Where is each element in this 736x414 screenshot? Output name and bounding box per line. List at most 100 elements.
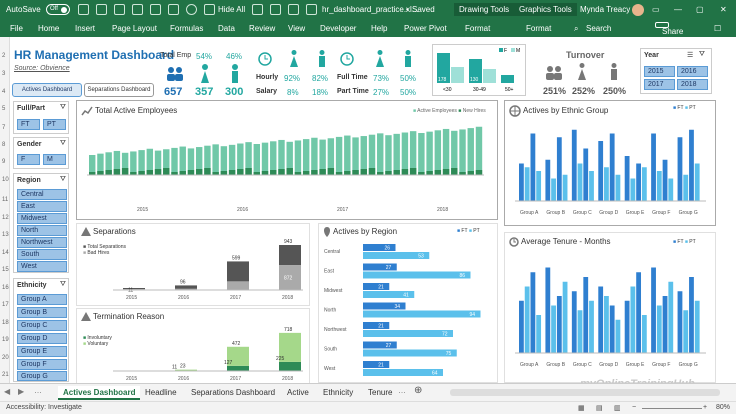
normal-view-icon[interactable]: ▦ xyxy=(578,405,585,412)
ethnic-chart[interactable]: Actives by Ethnic Group ■ FT ■ PT Group … xyxy=(504,100,716,226)
tab-power-pivot[interactable]: Power Pivot xyxy=(404,24,447,33)
circle-icon[interactable] xyxy=(186,4,197,15)
add-sheet-icon[interactable]: ⊕ xyxy=(414,385,423,396)
zoom-out-icon[interactable]: − xyxy=(632,404,637,411)
tab-file[interactable]: File xyxy=(10,24,23,33)
tab-page-layout[interactable]: Page Layout xyxy=(112,24,157,33)
region-north[interactable]: North xyxy=(17,225,67,236)
age-chart[interactable]: 178 130 <30 30-49 50+ F M xyxy=(432,44,526,96)
tab-help[interactable]: Help xyxy=(371,24,388,33)
save-icon[interactable] xyxy=(78,4,89,15)
region-northwest[interactable]: Northwest xyxy=(17,237,67,248)
ethnicity-group-d[interactable]: Group D xyxy=(17,333,67,344)
termination-chart[interactable]: Termination Reason ■ Involuntary ■ Volunt… xyxy=(76,308,310,384)
tab-data[interactable]: Data xyxy=(218,24,235,33)
accessibility-status[interactable]: Accessibility: Investigate xyxy=(6,404,82,411)
region-midwest[interactable]: Midwest xyxy=(17,213,67,224)
share-button[interactable]: Share xyxy=(655,22,683,36)
tab-format-2[interactable]: Format xyxy=(526,24,552,33)
year-2015[interactable]: 2015 xyxy=(644,66,675,77)
year-2018[interactable]: 2018 xyxy=(677,79,708,90)
tenure-chart[interactable]: Average Tenure - Months ■ FT ■ PT Group … xyxy=(504,232,716,383)
slicer-pt[interactable]: PT xyxy=(43,119,66,130)
multi-select-icon[interactable]: ☰ xyxy=(687,52,694,59)
horizontal-scrollbar[interactable] xyxy=(450,389,720,396)
actives-dashboard-button[interactable]: Actives Dashboard xyxy=(12,83,82,97)
region-central[interactable]: Central xyxy=(17,189,67,200)
camera-icon[interactable] xyxy=(270,4,281,15)
fullpart-filter-icon[interactable]: ⛛ xyxy=(60,104,66,111)
quick-access-icon[interactable] xyxy=(150,4,161,15)
tab-home[interactable]: Home xyxy=(38,24,60,33)
clear-filter-icon[interactable]: ⛛ xyxy=(699,51,705,58)
sheet-tab-headline[interactable]: Headline xyxy=(145,388,177,397)
ethnicity-slicer[interactable]: Ethnicity ⛛ Group A Group B Group C Grou… xyxy=(13,278,69,382)
sheet-tab-actives-dashboard[interactable]: Actives Dashboard xyxy=(58,386,141,400)
close-icon[interactable]: ✕ xyxy=(720,5,727,14)
zoom-slider[interactable] xyxy=(642,408,702,409)
tab-review[interactable]: Review xyxy=(249,24,276,33)
year-slicer[interactable]: Year ☰ ⛛ 2015 2016 2017 2018 xyxy=(640,48,712,94)
year-2017[interactable]: 2017 xyxy=(644,79,675,90)
region-slicer[interactable]: Region ⛛ Central East Midwest North Nort… xyxy=(13,173,69,273)
slicer-ft[interactable]: FT xyxy=(17,119,40,130)
gender-slicer[interactable]: Gender ⛛ F M xyxy=(13,137,69,169)
tab-insert[interactable]: Insert xyxy=(75,24,96,33)
source-link[interactable]: Source: Obvience xyxy=(14,65,70,72)
separations-chart[interactable]: Separations ■ Total Separations ■ Bad Hir… xyxy=(76,223,310,306)
graphics-tools-tab[interactable]: Graphics Tools xyxy=(514,3,577,16)
sheet-tab-tenure[interactable]: Tenure xyxy=(368,388,393,397)
autosave-toggle[interactable]: Off xyxy=(46,4,70,15)
tab-view[interactable]: View xyxy=(288,24,306,33)
selection-icon[interactable] xyxy=(252,4,263,15)
hide-all-button[interactable]: Hide All xyxy=(218,5,246,14)
gender-filter-icon[interactable]: ⛛ xyxy=(60,140,66,147)
hide-all-icon[interactable] xyxy=(204,4,215,15)
separations-dashboard-button[interactable]: Separations Dashboard xyxy=(84,83,154,97)
tab-formulas[interactable]: Formulas xyxy=(170,24,204,33)
restore-icon[interactable]: ▢ xyxy=(696,5,704,14)
avatar[interactable] xyxy=(632,4,644,16)
more-tabs-icon[interactable]: … xyxy=(398,386,406,395)
total-active-chart[interactable]: Total Active Employees ■ Active Employee… xyxy=(76,100,498,220)
ethnicity-group-b[interactable]: Group B xyxy=(17,307,67,318)
redo-icon[interactable] xyxy=(114,4,125,15)
tab-developer[interactable]: Developer xyxy=(320,24,357,33)
year-2016[interactable]: 2016 xyxy=(677,66,708,77)
region-chart[interactable]: Actives by Region ■ FT ■ PT Central 26 53 E… xyxy=(318,223,498,383)
slicer-f[interactable]: F xyxy=(17,154,40,165)
ethnicity-group-a[interactable]: Group A xyxy=(17,294,67,305)
page-layout-icon[interactable]: ▤ xyxy=(596,405,603,412)
slicer-m[interactable]: M xyxy=(43,154,66,165)
ribbon-options-icon[interactable]: ▭ xyxy=(652,5,660,14)
region-filter-icon[interactable]: ⛛ xyxy=(60,176,66,183)
drawing-tools-tab[interactable]: Drawing Tools xyxy=(454,3,515,16)
page-break-icon[interactable]: ▥ xyxy=(614,405,621,412)
more-sheets-icon[interactable]: … xyxy=(34,386,42,395)
region-west[interactable]: West xyxy=(17,261,67,272)
zoom-level[interactable]: 80% xyxy=(716,404,731,411)
sort-icon[interactable] xyxy=(168,4,179,15)
region-east[interactable]: East xyxy=(17,201,67,212)
ethnicity-group-g[interactable]: Group G xyxy=(17,371,67,381)
comments-icon[interactable]: ☐ xyxy=(714,24,722,33)
search-box[interactable]: Search xyxy=(586,24,612,33)
search-icon[interactable]: ⌕ xyxy=(574,24,579,33)
region-south[interactable]: South xyxy=(17,249,67,260)
prev-sheet-icon[interactable]: ◀ xyxy=(4,387,11,396)
ethnicity-group-c[interactable]: Group C xyxy=(17,320,67,331)
ethnicity-group-f[interactable]: Group F xyxy=(17,359,67,370)
zoom-in-icon[interactable]: + xyxy=(703,404,708,411)
minimize-icon[interactable]: — xyxy=(674,5,682,14)
format-painter-icon[interactable] xyxy=(132,4,143,15)
tab-format-1[interactable]: Format xyxy=(465,24,491,33)
fullpart-slicer[interactable]: Full/Part ⛛ FT PT xyxy=(13,101,69,134)
ethnicity-filter-icon[interactable]: ⛛ xyxy=(60,281,66,288)
macro-icon[interactable] xyxy=(288,4,299,15)
undo-icon[interactable] xyxy=(96,4,107,15)
next-sheet-icon[interactable]: ▶ xyxy=(18,387,25,396)
ethnicity-group-e[interactable]: Group E xyxy=(17,346,67,357)
more-icon[interactable] xyxy=(306,4,317,15)
sheet-tab-ethnicity[interactable]: Ethnicity xyxy=(323,388,354,397)
sheet-tab-active[interactable]: Active xyxy=(287,388,309,397)
